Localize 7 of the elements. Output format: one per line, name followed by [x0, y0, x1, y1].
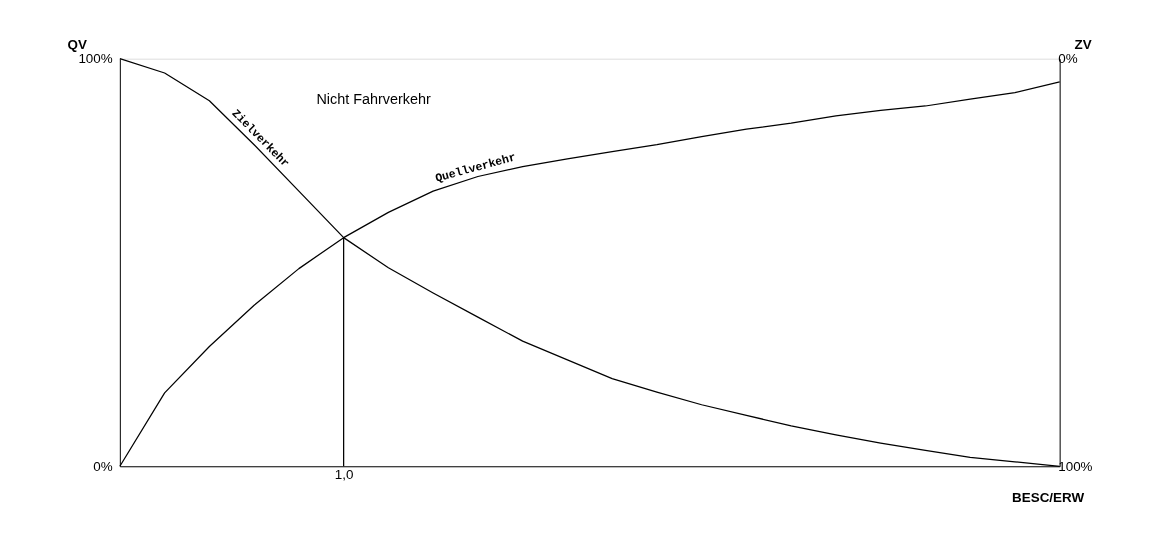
y2-axis-title: ZV	[1074, 36, 1092, 52]
y2-tick-label: 0%	[1058, 51, 1078, 67]
y2-tick-label: 100%	[1058, 458, 1093, 474]
x-tick-label: 1,0	[334, 467, 354, 483]
x-axis-title: BESC/ERW	[1012, 490, 1085, 506]
y-axis-title: QV	[67, 36, 88, 52]
annotation: Nicht Fahrverkehr	[316, 90, 431, 107]
